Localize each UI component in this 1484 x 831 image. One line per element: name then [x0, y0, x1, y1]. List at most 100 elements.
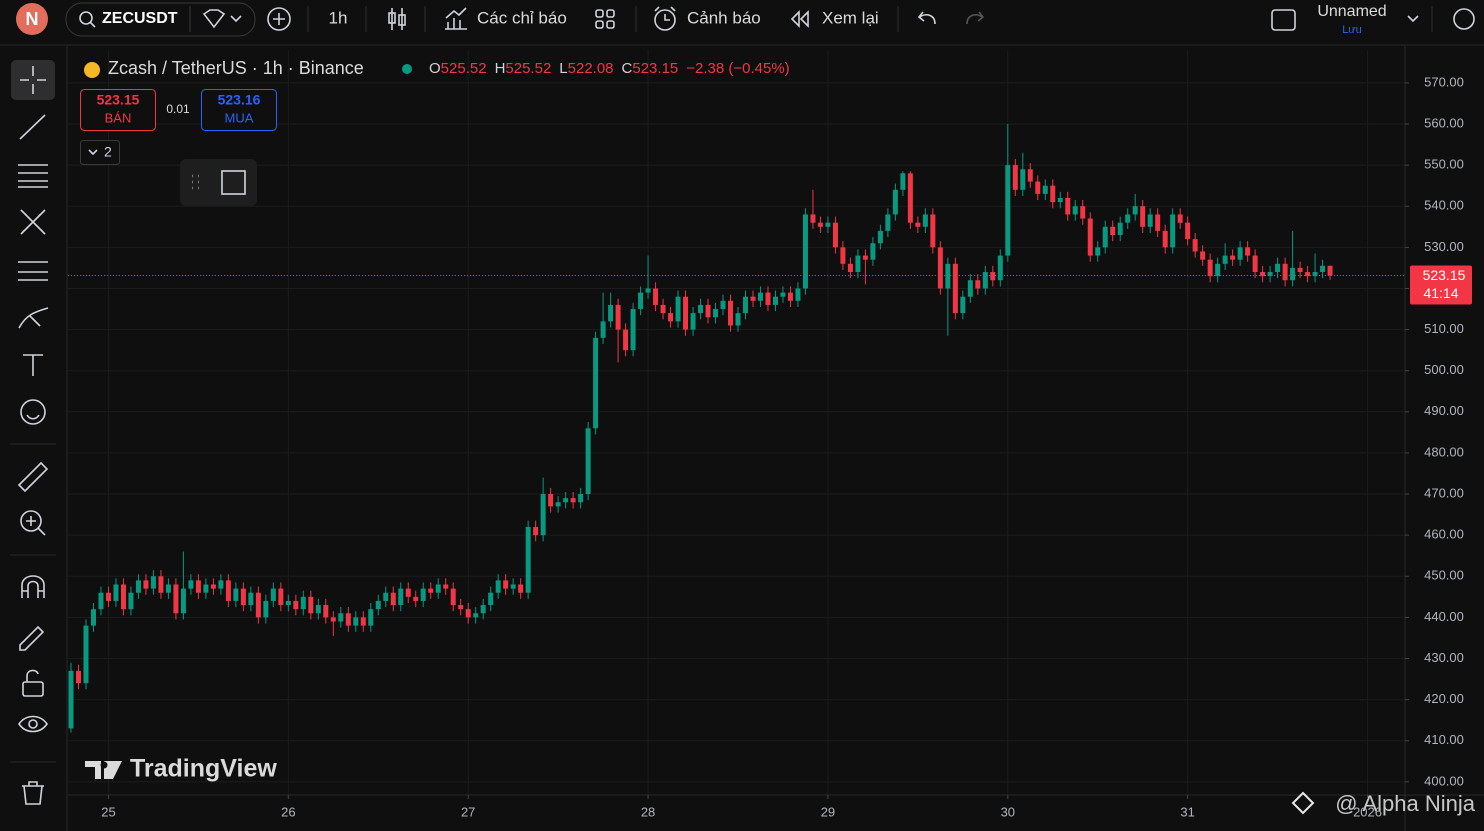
candle-body — [997, 255, 1003, 281]
candle-body — [503, 580, 509, 589]
candle-body — [780, 292, 786, 297]
magnet-tool[interactable] — [21, 575, 45, 598]
add-icon — [273, 13, 285, 25]
candle-body — [915, 222, 921, 227]
candle-body — [510, 584, 516, 589]
trendline-tool[interactable] — [19, 114, 46, 140]
candle-body — [922, 214, 928, 227]
avatar[interactable] — [16, 3, 48, 35]
ruler-tool[interactable] — [17, 461, 49, 493]
save-status[interactable]: Lưu — [1342, 24, 1362, 36]
alerts[interactable]: Cảnh báo — [687, 8, 761, 27]
indicators[interactable]: Các chỉ báo — [477, 8, 567, 27]
candle-body — [855, 255, 861, 273]
y-tick-label: 560.00 — [1424, 115, 1464, 130]
fib-tool[interactable] — [18, 164, 48, 188]
candle-body — [742, 296, 748, 314]
ohlc-legend: O525.52 H525.52 L522.08 C523.15 −2.38 (−0.45… — [429, 60, 790, 77]
zoom-tool — [26, 516, 46, 536]
diamond-icon[interactable] — [202, 9, 226, 29]
candle-body — [1050, 185, 1056, 203]
visibility-tool — [28, 719, 38, 729]
alert-icon[interactable] — [654, 9, 676, 31]
candle-body — [1117, 222, 1123, 236]
undo-icon[interactable] — [917, 11, 936, 25]
chevron[interactable] — [1407, 15, 1419, 23]
collapse-button[interactable] — [80, 140, 120, 165]
candle-body — [795, 288, 801, 301]
ohlc-key: O — [429, 60, 441, 77]
candle-body — [1110, 226, 1116, 236]
candle-body — [233, 588, 239, 601]
candle-body — [585, 428, 591, 495]
candle-body — [900, 173, 906, 190]
candle-body — [787, 292, 793, 301]
tool-active[interactable] — [11, 60, 55, 100]
candle-body — [270, 588, 276, 601]
candle-body — [877, 230, 883, 244]
candle-body — [113, 584, 119, 601]
alert-icon — [654, 6, 676, 21]
candle-body — [383, 592, 389, 601]
candle-body — [1132, 206, 1138, 215]
candle-body — [907, 173, 913, 223]
candle-body — [525, 526, 531, 593]
candle-body — [435, 584, 441, 593]
brush-tool[interactable] — [18, 307, 49, 329]
candle-body — [937, 247, 943, 289]
search-icon — [89, 21, 96, 28]
candle-body — [1102, 226, 1108, 248]
interval[interactable]: 1h — [329, 8, 348, 27]
layout-name[interactable]: Unnamed — [1317, 3, 1386, 20]
candle-body — [1072, 206, 1078, 215]
crosshair-tool — [20, 66, 46, 94]
candle-icon[interactable] — [391, 8, 403, 30]
x-tick-label: 26 — [281, 804, 295, 819]
indicators-icon[interactable] — [445, 7, 467, 30]
candle-body — [473, 613, 479, 618]
drag-handle[interactable] — [192, 174, 199, 190]
lock-tool[interactable] — [22, 681, 44, 697]
candle-body — [128, 592, 134, 610]
sell-button[interactable] — [80, 89, 156, 131]
candle-body — [458, 605, 464, 610]
candle-body — [1035, 181, 1041, 194]
candle-body — [1057, 198, 1063, 203]
candle-body — [735, 313, 741, 326]
candle-body — [1065, 198, 1071, 215]
replay[interactable]: Xem lại — [822, 8, 879, 27]
redo-icon[interactable] — [966, 11, 985, 25]
candle-body — [353, 617, 359, 626]
emoji-tool[interactable] — [20, 399, 46, 425]
replay-icon[interactable] — [790, 10, 809, 28]
zoom-tool[interactable] — [20, 510, 42, 532]
delete-tool[interactable] — [22, 781, 44, 805]
templates-icon[interactable] — [595, 9, 604, 18]
candle-icon — [388, 12, 396, 24]
symbol-search[interactable] — [65, 2, 256, 37]
add-icon[interactable] — [267, 7, 291, 31]
y-tick-label: 410.00 — [1424, 732, 1464, 747]
pattern-tool[interactable] — [20, 209, 46, 235]
chevron — [88, 149, 98, 156]
candle-body — [263, 600, 269, 618]
candle-body — [1245, 247, 1251, 256]
candle-body — [188, 580, 194, 589]
candle-body — [600, 321, 606, 338]
quick-search-icon[interactable] — [1453, 8, 1475, 30]
candle-body — [68, 670, 74, 729]
visibility-tool[interactable] — [18, 715, 48, 733]
y-tick-label: 510.00 — [1424, 321, 1464, 336]
candle-body — [757, 292, 763, 301]
layout-icon[interactable] — [1271, 9, 1296, 31]
y-tick-label: 570.00 — [1424, 74, 1464, 89]
lock-drawing-tool[interactable] — [19, 625, 45, 651]
projection-tool[interactable] — [18, 261, 48, 281]
text-tool[interactable] — [23, 354, 43, 376]
candle-body — [1297, 267, 1303, 273]
spread: 0.01 — [166, 102, 190, 116]
buy-button[interactable] — [201, 89, 277, 131]
y-tick-label: 420.00 — [1424, 691, 1464, 706]
candle-body — [1192, 239, 1198, 252]
rectangle-tool[interactable] — [221, 170, 246, 195]
